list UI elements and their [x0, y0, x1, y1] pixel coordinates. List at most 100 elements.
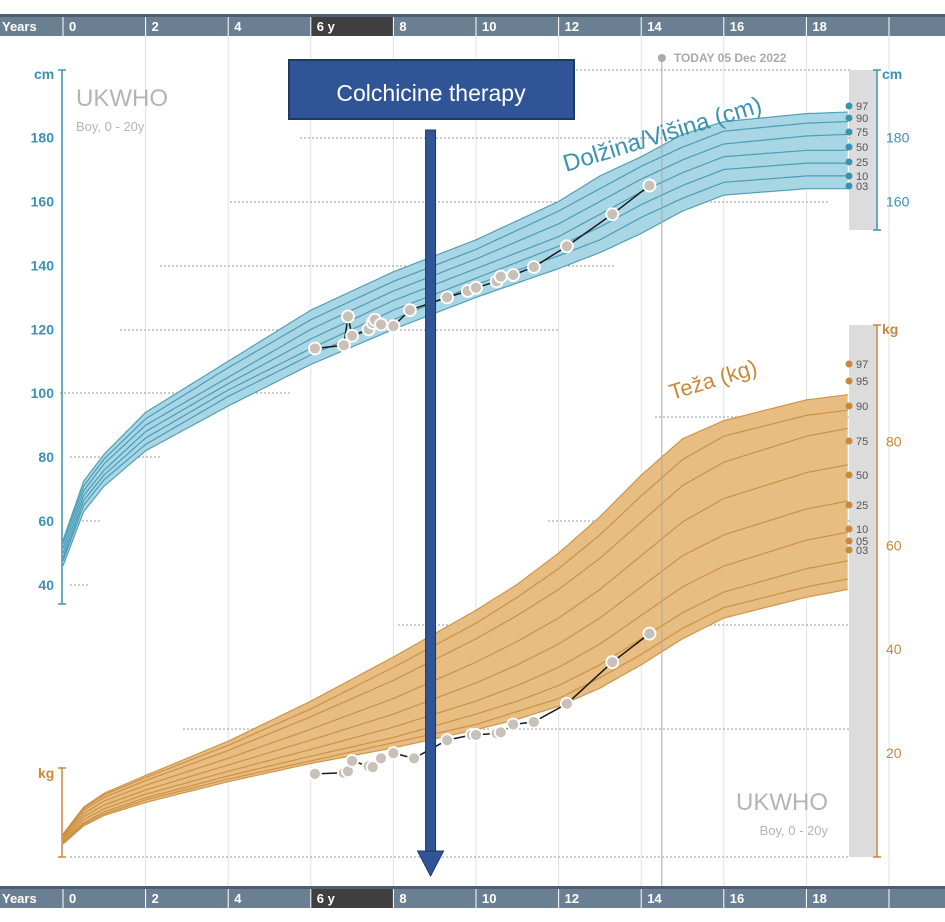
height-axis-unit: cm — [34, 66, 54, 82]
height-centile-75-line — [62, 133, 848, 549]
weight-centile-end-dot — [845, 525, 853, 533]
top-age-axis-label: Years — [2, 19, 37, 34]
top-age-tick-label: 0 — [69, 19, 76, 34]
weight-measurement-point — [493, 725, 508, 740]
bottom-age-axis-label: Years — [2, 891, 37, 906]
top-age-tick-label: 14 — [647, 19, 662, 34]
therapy-arrow-shaft — [425, 129, 437, 853]
height-reference-strip — [849, 70, 877, 230]
reference-name-bottom: UKWHO — [736, 789, 828, 816]
top-age-tick-label: 4 — [234, 19, 242, 34]
weight-measurement-point — [345, 753, 360, 768]
reference-subtitle-bottom: Boy, 0 - 20y — [760, 823, 829, 838]
height-right-tick-label: 180 — [886, 130, 910, 146]
weight-centile-end-dot — [845, 360, 853, 368]
bottom-age-tick-label: 4 — [234, 891, 242, 906]
height-centile-end-dot — [845, 182, 853, 190]
bottom-age-tick-label: 10 — [482, 891, 496, 906]
height-measurement-point — [605, 207, 620, 222]
bottom-age-tick-label: 2 — [152, 891, 159, 906]
weight-centile-label: 25 — [856, 500, 868, 512]
weight-centile-95-line — [62, 409, 848, 836]
weight-chart-title: Teža (kg) — [666, 354, 760, 404]
weight-centile-end-dot — [845, 501, 853, 509]
weight-right-tick-label: 80 — [886, 433, 902, 449]
height-centile-label: 03 — [856, 181, 868, 193]
weight-centile-end-dot — [845, 377, 853, 385]
weight-centile-end-dot — [845, 546, 853, 554]
height-measurement-point — [308, 341, 322, 356]
height-measurement-point — [440, 290, 454, 305]
height-measurement-point — [341, 309, 355, 324]
weight-centile-label: 03 — [856, 545, 868, 557]
height-centile-97-line — [62, 111, 848, 541]
weight-axis-unit: kg — [38, 765, 54, 781]
height-centile-label: 25 — [856, 157, 868, 169]
weight-measurement-point — [365, 760, 380, 775]
weight-right-tick-label: 40 — [886, 641, 902, 657]
today-dot — [657, 54, 666, 62]
height-measurement-point — [374, 317, 388, 332]
height-tick-label: 80 — [38, 449, 54, 465]
top-current-age-label: 6 y — [317, 19, 336, 34]
height-centile-label: 50 — [856, 142, 868, 154]
height-tick-label: 100 — [31, 385, 55, 401]
height-tick-label: 120 — [31, 321, 55, 337]
top-age-tick-label: 8 — [399, 19, 406, 34]
height-measurement-point — [403, 303, 417, 318]
weight-centile-50-line — [62, 500, 848, 840]
weight-measurement-point — [440, 733, 454, 748]
weight-centile-label: 10 — [856, 524, 868, 536]
top-age-tick-label: 16 — [730, 19, 744, 34]
height-measurement-point — [526, 260, 541, 274]
weight-right-tick-label: 60 — [886, 537, 902, 553]
weight-centile-label: 97 — [856, 359, 868, 371]
bottom-age-tick-label: 16 — [730, 891, 744, 906]
weight-centile-end-dot — [845, 537, 853, 545]
weight-centile-97-line — [62, 394, 848, 835]
weight-measurement-point — [526, 715, 541, 729]
bottom-age-tick-label: 14 — [647, 891, 662, 906]
height-centile-03-line — [62, 188, 848, 567]
height-centile-label: 75 — [856, 127, 868, 139]
height-centile-end-dot — [845, 114, 853, 122]
weight-measurement-point — [407, 751, 421, 766]
height-centile-end-dot — [845, 158, 853, 166]
weight-centile-90-line — [62, 427, 848, 837]
therapy-arrow-head — [416, 850, 445, 878]
top-age-tick-label: 12 — [565, 19, 579, 34]
height-centile-10-line — [62, 175, 848, 562]
height-centile-end-dot — [845, 143, 853, 151]
reference-subtitle-top: Boy, 0 - 20y — [76, 119, 145, 134]
height-centile-label: 90 — [856, 113, 868, 125]
top-age-tick-label: 10 — [482, 19, 496, 34]
bottom-age-tick-label: 8 — [399, 891, 406, 906]
top-age-bar-edge — [0, 14, 945, 17]
weight-centile-end-dot — [845, 471, 853, 479]
weight-centile-25-line — [62, 531, 848, 841]
height-tick-label: 160 — [31, 193, 55, 209]
weight-centile-label: 95 — [856, 376, 868, 388]
height-measurement-point — [642, 178, 657, 193]
reference-name-top: UKWHO — [76, 85, 168, 112]
weight-centile-end-dot — [845, 437, 853, 445]
height-tick-label: 60 — [38, 513, 54, 529]
weight-measurement-point — [559, 696, 574, 711]
weight-centile-10-line — [62, 560, 848, 843]
height-centile-25-line — [62, 162, 848, 559]
bottom-age-tick-label: 18 — [812, 891, 826, 906]
therapy-label-box — [288, 59, 575, 120]
weight-reference-strip — [849, 325, 877, 857]
weight-centile-end-dot — [845, 402, 853, 410]
bottom-age-tick-label: 0 — [69, 891, 76, 906]
height-measurement-point — [559, 239, 574, 254]
height-measurement-point — [336, 338, 351, 353]
weight-centile-03-line — [62, 588, 848, 845]
height-tick-label: 180 — [31, 130, 55, 146]
height-centile-end-dot — [845, 102, 853, 110]
weight-centile-band — [63, 394, 848, 844]
top-current-age-cell — [310, 17, 394, 36]
weight-right-axis-unit: kg — [882, 321, 898, 337]
weight-centile-label: 75 — [856, 436, 868, 448]
